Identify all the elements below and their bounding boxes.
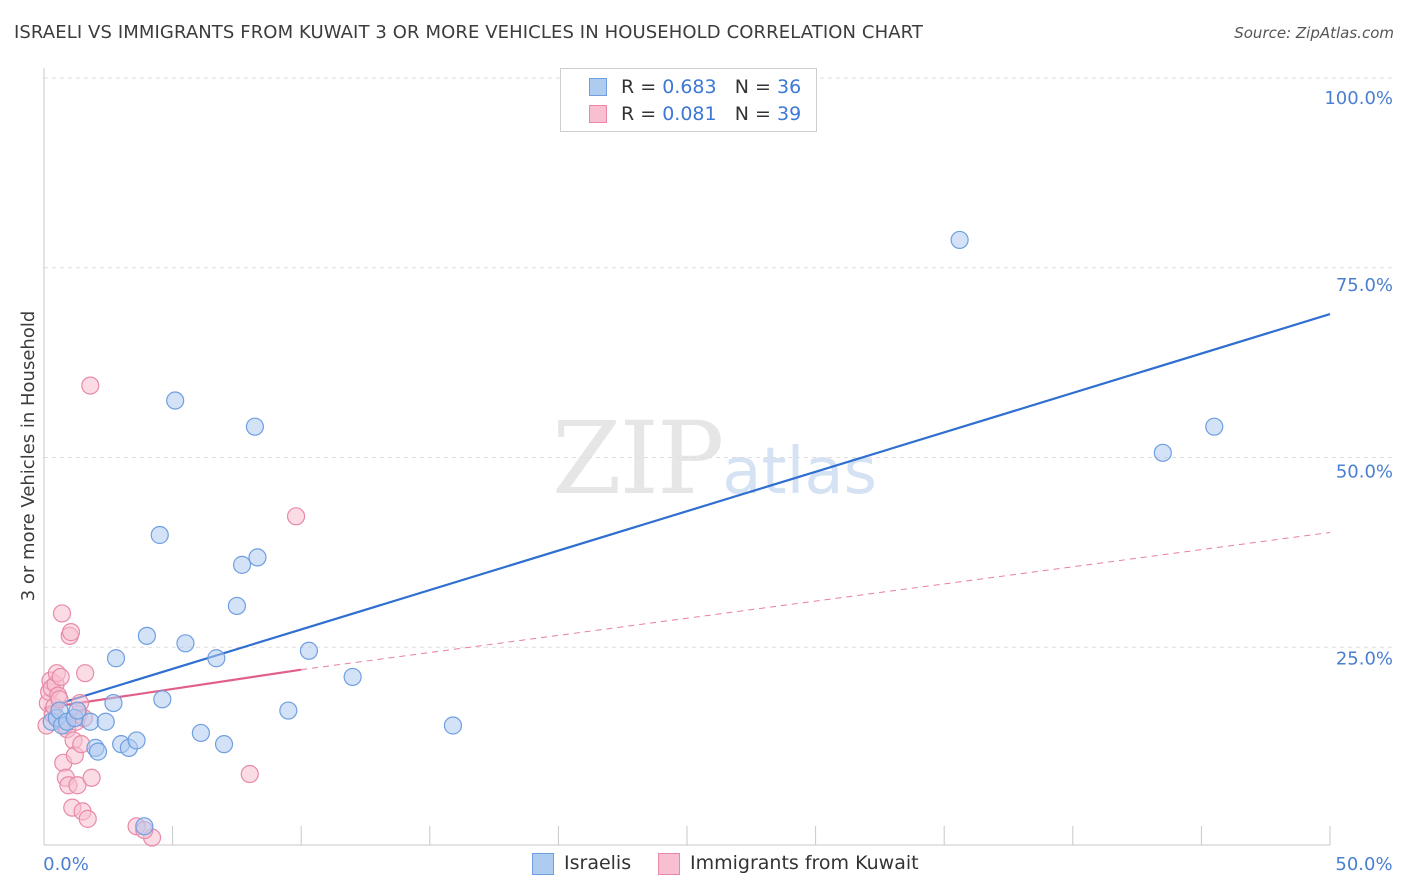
point-israelis [106, 649, 126, 668]
point-israelis [232, 555, 252, 574]
legend-r-label: R = [621, 76, 657, 98]
point-israelis [104, 693, 123, 713]
bottom-legend-swatch-israelis [532, 853, 554, 875]
point-israelis [127, 731, 146, 750]
correlation-legend: R = 0.683 N = 36 R = 0.081 N = 39 [560, 68, 817, 132]
source-credit: Source: ZipAtlas.com [1234, 24, 1394, 42]
point-kuwait [51, 667, 70, 687]
x-tick-label-max: 50.0% [1335, 854, 1392, 875]
point-kuwait [240, 764, 259, 784]
point-israelis [950, 230, 969, 250]
bottom-legend-label-kuwait: Immigrants from Kuwait [690, 852, 919, 874]
point-israelis [88, 742, 108, 761]
point-israelis [245, 417, 265, 436]
legend-r-israelis: 0.683 [662, 76, 717, 98]
point-israelis [166, 391, 185, 410]
legend-n-label: N = [734, 103, 771, 125]
bottom-legend-swatch-kuwait [658, 853, 680, 875]
watermark: ZIPatlas [552, 400, 877, 517]
point-israelis [248, 548, 267, 567]
y-axis-label: 3 or more Vehicles in Household [18, 311, 39, 602]
trend-line-kuwait-extended [301, 531, 1331, 671]
point-israelis [227, 596, 246, 616]
point-kuwait [82, 768, 101, 787]
point-kuwait [52, 604, 72, 623]
point-israelis [343, 667, 362, 687]
y-tick-label-50: 50.0% [1336, 462, 1393, 483]
y-tick-label-25: 25.0% [1336, 648, 1393, 669]
watermark-zip: ZIP [552, 400, 724, 517]
point-israelis [176, 634, 195, 653]
point-kuwait [61, 623, 81, 642]
legend-n-label: N = [734, 76, 771, 98]
point-israelis [299, 641, 319, 660]
point-kuwait [78, 809, 97, 828]
legend-text-kuwait: R = 0.081 N = 39 [621, 103, 801, 125]
legend-r-label: R = [621, 103, 657, 125]
watermark-atlas: atlas [722, 435, 877, 509]
point-israelis [207, 649, 226, 668]
legend-text-israelis: R = 0.683 N = 36 [621, 76, 801, 98]
point-kuwait [286, 507, 306, 526]
point-israelis [96, 712, 115, 731]
legend-r-kuwait: 0.081 [662, 103, 717, 125]
point-israelis [137, 626, 156, 645]
point-israelis [443, 716, 463, 735]
point-kuwait [81, 376, 100, 395]
trend-lines [43, 313, 1331, 710]
legend-swatch-kuwait [589, 105, 607, 123]
point-israelis [1205, 417, 1224, 436]
legend-n-kuwait: 39 [776, 103, 802, 125]
point-israelis [68, 701, 87, 720]
point-israelis [153, 690, 172, 709]
x-tick-label-min: 0.0% [43, 854, 89, 875]
trend-line-israelis [43, 313, 1331, 710]
point-kuwait [76, 664, 95, 683]
point-israelis [150, 525, 169, 545]
legend-n-israelis: 36 [776, 76, 802, 98]
point-israelis [1153, 443, 1172, 462]
point-israelis [135, 817, 154, 836]
axes [43, 68, 1331, 846]
data-points [37, 230, 1224, 847]
point-israelis [279, 701, 298, 720]
point-israelis [191, 723, 210, 743]
chart-title: ISRAELI VS IMMIGRANTS FROM KUWAIT 3 OR M… [14, 22, 924, 43]
y-tick-label-75: 75.0% [1336, 275, 1393, 296]
legend-swatch-israelis [589, 78, 607, 96]
y-tick-label-100: 100.0% [1324, 88, 1393, 109]
point-kuwait [68, 776, 87, 795]
point-israelis [214, 735, 234, 754]
point-israelis [81, 712, 100, 731]
tick-labels: 25.0% 50.0% 75.0% 100.0% 0.0% 50.0% [43, 88, 1393, 875]
bottom-legend-label-israelis: Israelis [564, 852, 632, 874]
